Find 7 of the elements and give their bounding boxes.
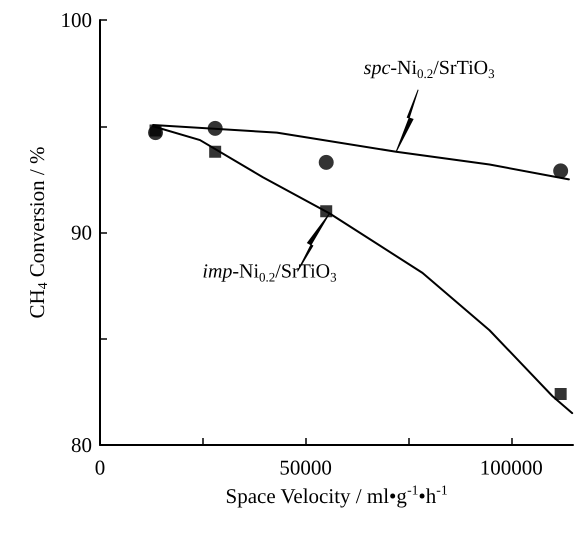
- y-tick-label: 80: [71, 433, 92, 457]
- x-tick-label: 50000: [279, 456, 332, 480]
- y-axis-title: CH4 Conversion / %: [24, 146, 50, 318]
- x-tick-label: 100000: [480, 456, 543, 480]
- y-tick-label: 90: [71, 220, 92, 244]
- x-tick-label: 0: [94, 456, 106, 480]
- y-tick-label: 100: [60, 8, 92, 32]
